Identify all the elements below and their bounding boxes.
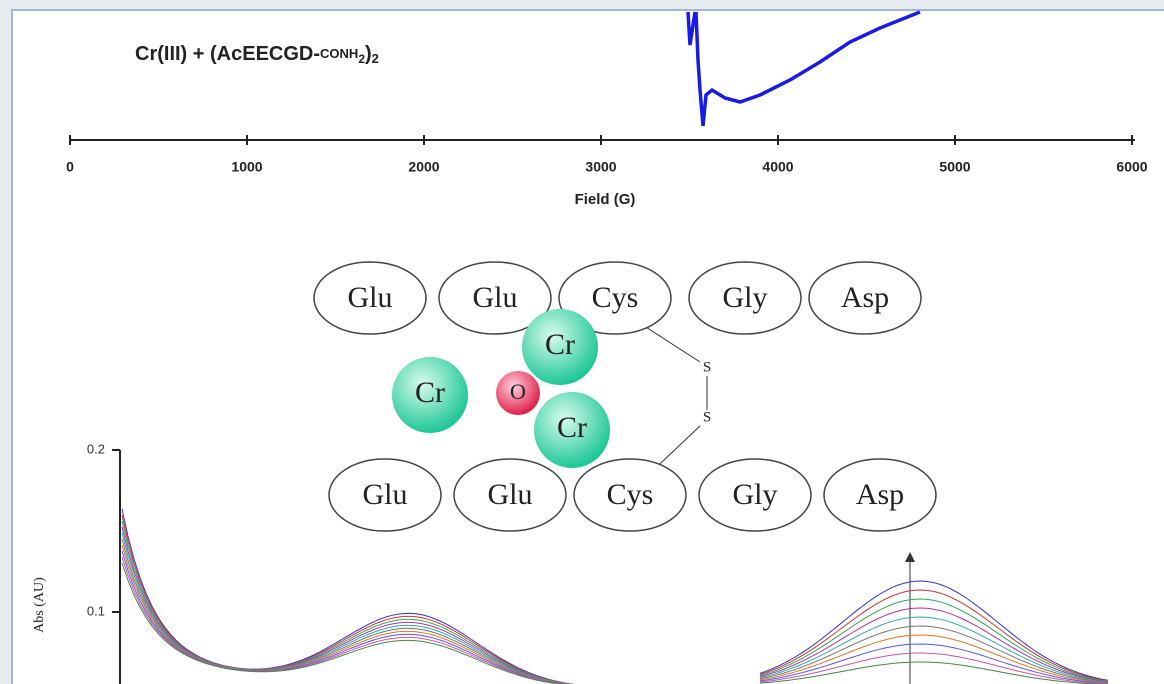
- x-tick-label: 3000: [585, 159, 616, 175]
- residue-label: Glu: [473, 281, 518, 314]
- atom-label: O: [510, 379, 526, 404]
- residue-label: Asp: [856, 478, 904, 511]
- label-part: CONH: [320, 46, 358, 61]
- figure: Cr(III) + (AcEECGD-CONH2)2 Field (G) Glu…: [0, 0, 1164, 684]
- label-part: 2: [372, 51, 379, 66]
- sulfur-label: S: [703, 359, 711, 375]
- y-axis-label: Abs (AU): [32, 577, 47, 633]
- x-tick-label: 5000: [939, 159, 970, 175]
- residue-label: Gly: [733, 478, 778, 511]
- residue-label: Glu: [348, 281, 393, 314]
- x-tick-label: 4000: [762, 159, 793, 175]
- atom-label: Cr: [545, 328, 575, 361]
- label-part: Cr(III) + (AcEECGD-: [135, 43, 320, 65]
- y-tick-label: 0.2: [87, 441, 105, 456]
- residue-label: Cys: [607, 478, 654, 511]
- sulfur-label: S: [703, 409, 711, 425]
- residue-label: Cys: [592, 281, 639, 314]
- x-tick-label: 1000: [231, 159, 262, 175]
- x-axis-label: Field (G): [575, 191, 636, 208]
- label-part: ): [365, 43, 372, 65]
- atom-label: Cr: [557, 411, 587, 444]
- residue-label: Glu: [488, 478, 533, 511]
- residue-label: Gly: [723, 281, 768, 314]
- atom-label: Cr: [415, 376, 445, 409]
- page: Cr(III) + (AcEECGD-CONH2)2 Field (G) Glu…: [0, 0, 1164, 684]
- residue-label: Glu: [363, 478, 408, 511]
- x-tick-label: 2000: [408, 159, 439, 175]
- x-tick-label: 6000: [1116, 159, 1147, 175]
- x-tick-label: 0: [66, 159, 74, 175]
- residue-label: Asp: [841, 281, 889, 314]
- y-tick-label: 0.1: [87, 603, 105, 618]
